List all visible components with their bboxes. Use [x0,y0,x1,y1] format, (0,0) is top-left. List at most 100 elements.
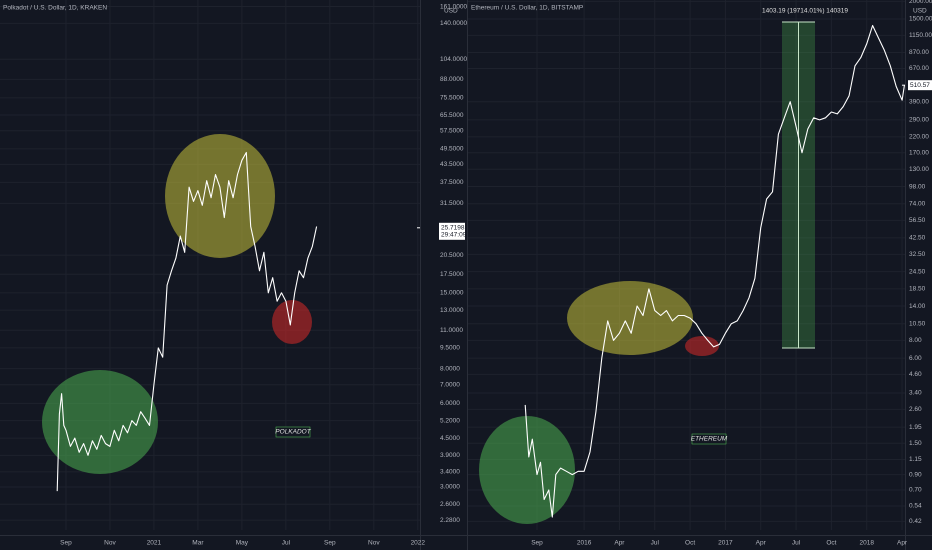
y-tick-label: 3.40 [909,390,922,397]
y-tick-label: 88.0000 [440,76,464,83]
y-tick-label: 170.00 [909,149,929,156]
green-ellipse [479,416,575,524]
y-tick-label: 0.42 [909,518,922,525]
x-tick-label: Sep [531,540,543,547]
price-label: 25.7198 [441,225,465,232]
y-tick-label: 6.0000 [440,400,460,407]
y-tick-label: 18.50 [909,286,926,293]
y-tick-label: 42.50 [909,235,926,242]
y-tick-label: 14.00 [909,303,926,310]
y-tick-label: 1.95 [909,424,922,431]
y-tick-label: 130.00 [909,166,929,173]
x-tick-label: Nov [368,540,380,547]
y-tick-label: 870.00 [909,49,929,56]
y-tick-label: 220.00 [909,134,929,141]
x-tick-label: Sep [324,540,336,547]
y-tick-label: 3.0000 [440,484,460,491]
y-tick-label: 5.2000 [440,417,460,424]
y-tick-label: 24.50 [909,268,926,275]
x-tick-label: Apr [897,540,908,547]
y-tick-label: 20.5000 [440,252,464,259]
y-tick-label: 98.00 [909,183,926,190]
y-unit: USD [913,8,927,15]
y-tick-label: 43.5000 [440,161,464,168]
y-tick-label: 17.5000 [440,271,464,278]
y-tick-label: 13.0000 [440,307,464,314]
annotation-box [275,426,311,438]
y-tick-label: 1.50 [909,440,922,447]
y-tick-label: 2.6000 [440,501,460,508]
measure-label: 1403.19 (19714.01%) 140319 [762,8,848,15]
chart-title: Polkadot / U.S. Dollar, 1D, KRAKEN [3,5,107,12]
price-label: 510.57 [910,82,930,89]
x-tick-label: Nov [104,540,116,547]
countdown: 29:47:09 [441,232,467,239]
chart-title: Ethereum / U.S. Dollar, 1D, BITSTAMP [471,5,583,12]
price-box [439,222,465,240]
y-tick-label: 74.00 [909,201,926,208]
price-line [524,24,905,518]
y-tick-label: 32.50 [909,251,926,258]
x-tick-label: Mar [192,540,204,547]
y-tick-label: 15.0000 [440,290,464,297]
y-tick-label: 104.0000 [440,56,467,63]
x-tick-label: 2018 [859,540,874,547]
annotation-box [691,433,727,445]
y-tick-label: 140.0000 [440,20,467,27]
x-tick-label: Sep [60,540,72,547]
series [524,24,905,518]
x-tick-label: 2021 [147,540,162,547]
x-tick-label: Jul [282,540,291,547]
y-tick-label: 6.00 [909,355,922,362]
price-box [908,80,932,91]
x-tick-label: Oct [685,540,695,547]
y-tick-label: 2000.00 [909,0,932,5]
y-tick-label: 0.54 [909,503,922,510]
red-ellipse [272,300,312,344]
annotation-label: POLKADOT [275,429,311,436]
y-tick-label: 1150.00 [909,32,932,39]
x-tick-label: Apr [756,540,767,547]
y-tick-label: 4.5000 [440,435,460,442]
y-tick-label: 7.0000 [440,381,460,388]
y-tick-label: 670.00 [909,65,929,72]
annotation-shapes [479,21,815,524]
y-tick-label: 11.0000 [440,327,463,334]
y-tick-label: 4.60 [909,371,922,378]
yellow-ellipse [567,281,693,355]
x-tick-label: 2017 [718,540,733,547]
y-tick-label: 0.90 [909,471,922,478]
x-tick-label: 2022 [411,540,426,547]
y-tick-label: 161.0000 [440,3,467,10]
y-tick-label: 3.4000 [440,469,460,476]
y-tick-label: 37.5000 [440,179,464,186]
x-tick-label: Apr [614,540,625,547]
y-tick-label: 9.5000 [440,345,460,352]
x-tick-label: Jul [792,540,801,547]
y-tick-label: 2.2800 [440,517,460,524]
y-tick-label: 57.5000 [440,127,464,134]
y-tick-label: 1.15 [909,456,922,463]
annotation-label: ETHEREUM [691,436,728,443]
y-tick-label: 390.00 [909,98,929,105]
green-ellipse [42,370,158,474]
red-ellipse [685,336,719,356]
price-line [56,151,318,492]
y-tick-label: 1500.00 [909,16,932,23]
y-tick-label: 0.70 [909,487,922,494]
y-tick-label: 290.00 [909,117,929,124]
x-tick-label: Jul [651,540,660,547]
y-tick-label: 8.0000 [440,365,460,372]
y-tick-label: 31.5000 [440,200,464,207]
x-tick-label: Oct [826,540,836,547]
y-unit: USD [444,8,458,15]
y-tick-label: 75.5000 [440,95,464,102]
y-tick-label: 2.60 [909,406,922,413]
chart-panel [468,0,905,530]
x-tick-label: 2016 [577,540,592,547]
y-tick-label: 10.50 [909,320,926,327]
y-tick-label: 49.5000 [440,146,464,153]
y-tick-label: 65.5000 [440,112,464,119]
